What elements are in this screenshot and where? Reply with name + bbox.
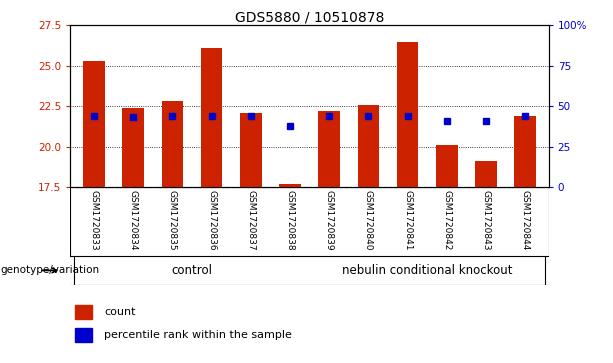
Bar [436,145,457,187]
Bar [75,305,93,319]
Text: GSM1720836: GSM1720836 [207,190,216,250]
Text: GSM1720837: GSM1720837 [246,190,255,250]
Bar [75,328,93,342]
Text: control: control [172,264,213,277]
Bar [162,101,183,187]
Text: percentile rank within the sample: percentile rank within the sample [104,330,292,340]
Bar [123,108,144,187]
Text: GSM1720843: GSM1720843 [481,190,490,250]
Text: GSM1720840: GSM1720840 [364,190,373,250]
Title: GDS5880 / 10510878: GDS5880 / 10510878 [235,10,384,24]
Bar [397,41,418,187]
Text: GSM1720834: GSM1720834 [129,190,138,250]
Bar [240,113,262,187]
Text: genotype/variation: genotype/variation [0,265,99,276]
Bar [83,61,105,187]
Text: GSM1720842: GSM1720842 [442,190,451,250]
Text: nebulin conditional knockout: nebulin conditional knockout [342,264,512,277]
Text: GSM1720838: GSM1720838 [286,190,294,250]
Bar [279,184,301,187]
Bar [357,105,379,187]
Text: GSM1720839: GSM1720839 [325,190,333,250]
Text: GSM1720835: GSM1720835 [168,190,177,250]
Bar [201,48,223,187]
Bar [475,161,497,187]
Text: GSM1720844: GSM1720844 [520,190,530,250]
Text: GSM1720833: GSM1720833 [89,190,99,250]
Bar [318,111,340,187]
Text: count: count [104,307,135,317]
Text: GSM1720841: GSM1720841 [403,190,412,250]
Bar [514,116,536,187]
